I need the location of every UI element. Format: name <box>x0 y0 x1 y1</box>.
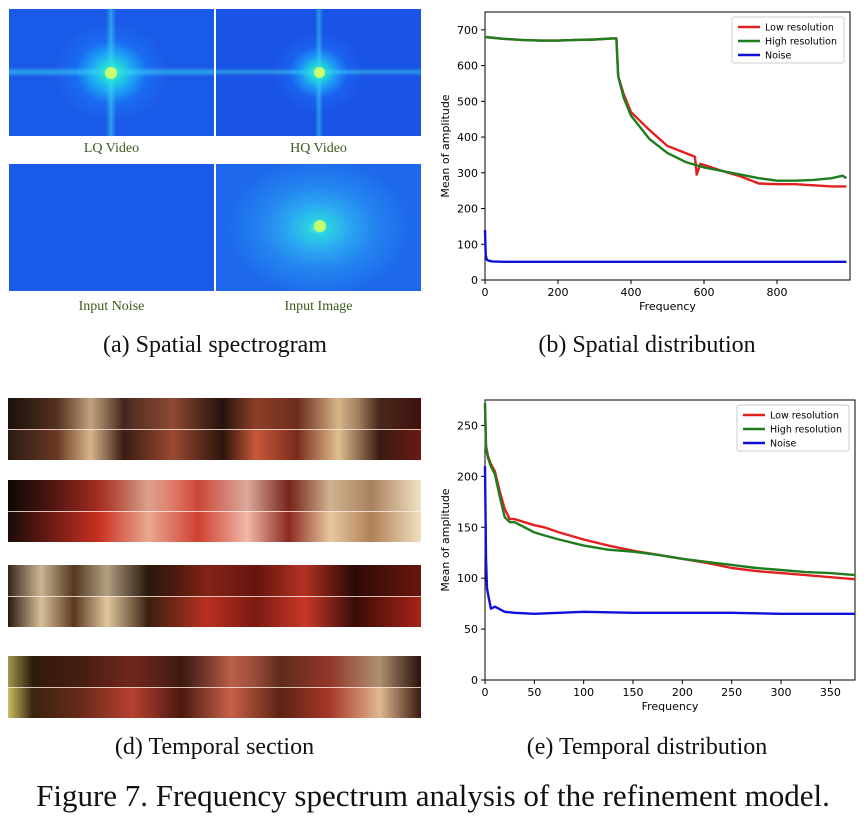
x-tick-label: 250 <box>721 686 742 699</box>
x-tick-label: 0 <box>482 686 489 699</box>
legend-entry: High resolution <box>765 37 837 48</box>
spectrogram-lq-video <box>9 9 214 136</box>
y-tick-label: 500 <box>457 95 478 108</box>
caption-temporal-section: (d) Temporal section <box>114 734 315 760</box>
x-tick-label: 400 <box>621 286 642 299</box>
x-tick-label: 50 <box>527 686 541 699</box>
label-input-noise: Input Noise <box>78 299 145 314</box>
caption-temporal-distribution: (e) Temporal distribution <box>526 734 768 760</box>
y-tick-label: 200 <box>457 203 478 216</box>
x-tick-label: 200 <box>672 686 693 699</box>
series-line-high-resolution <box>483 403 856 577</box>
y-tick-label: 400 <box>457 131 478 144</box>
plot-frame <box>484 11 851 281</box>
x-tick-label: 0 <box>482 286 489 299</box>
chart-temporal-distribution: 0 50 100 150 200 250 300 350 0 50 100 150 200 250 Freq… <box>439 399 856 713</box>
x-tick-label: 600 <box>694 286 715 299</box>
y-tick-label: 200 <box>457 470 478 483</box>
x-axis-label: Frequency <box>642 700 699 713</box>
x-tick-label: 350 <box>820 686 841 699</box>
y-tick-label: 0 <box>471 274 478 287</box>
legend-entry: High resolution <box>770 425 842 436</box>
spectrogram-input-image <box>216 164 421 291</box>
y-tick-label: 250 <box>457 419 478 432</box>
x-tick-label: 150 <box>623 686 644 699</box>
y-tick-label: 100 <box>457 572 478 585</box>
figure-caption: Figure 7. Frequency spectrum analysis of… <box>36 778 830 813</box>
x-tick-label: 100 <box>573 686 594 699</box>
temporal-strip-3 <box>8 565 421 627</box>
y-tick-label: 100 <box>457 238 478 251</box>
caption-spatial-distribution: (b) Spatial distribution <box>538 332 756 358</box>
temporal-strip-4 <box>8 656 421 718</box>
y-axis-label: Mean of amplitude <box>439 488 452 591</box>
chart-spatial-distribution: 0 200 400 600 800 0 100 200 300 400 500 600 700 Frequ… <box>439 11 851 313</box>
temporal-strip-1 <box>8 398 421 460</box>
y-tick-label: 150 <box>457 521 478 534</box>
temporal-strip-2 <box>8 480 421 542</box>
spectrogram-input-noise <box>9 164 214 291</box>
legend-box <box>736 404 850 452</box>
x-tick-label: 200 <box>548 286 569 299</box>
caption-spatial-spectrogram: (a) Spatial spectrogram <box>103 332 327 358</box>
y-tick-label: 0 <box>471 674 478 687</box>
series-line-noise <box>483 229 847 263</box>
spectrogram-hq-video <box>216 9 421 136</box>
legend-entry: Low resolution <box>770 411 839 422</box>
x-tick-label: 800 <box>767 286 788 299</box>
y-tick-label: 700 <box>457 24 478 37</box>
legend-entry: Noise <box>765 51 792 62</box>
label-lq-video: LQ Video <box>83 141 140 156</box>
series-line-low-resolution <box>483 405 856 581</box>
series-line-high-resolution <box>484 35 848 182</box>
y-axis-label: Mean of amplitude <box>439 94 452 197</box>
y-tick-label: 50 <box>464 623 478 636</box>
label-hq-video: HQ Video <box>290 141 347 156</box>
y-tick-label: 300 <box>457 167 478 180</box>
x-tick-label: 300 <box>771 686 792 699</box>
label-input-image: Input Image <box>284 299 353 314</box>
legend-box <box>731 16 845 64</box>
legend-entry: Noise <box>770 439 797 450</box>
x-axis-label: Frequency <box>639 300 696 313</box>
series-line-noise <box>483 466 855 616</box>
legend-entry: Low resolution <box>765 23 834 34</box>
y-tick-label: 600 <box>457 60 478 73</box>
